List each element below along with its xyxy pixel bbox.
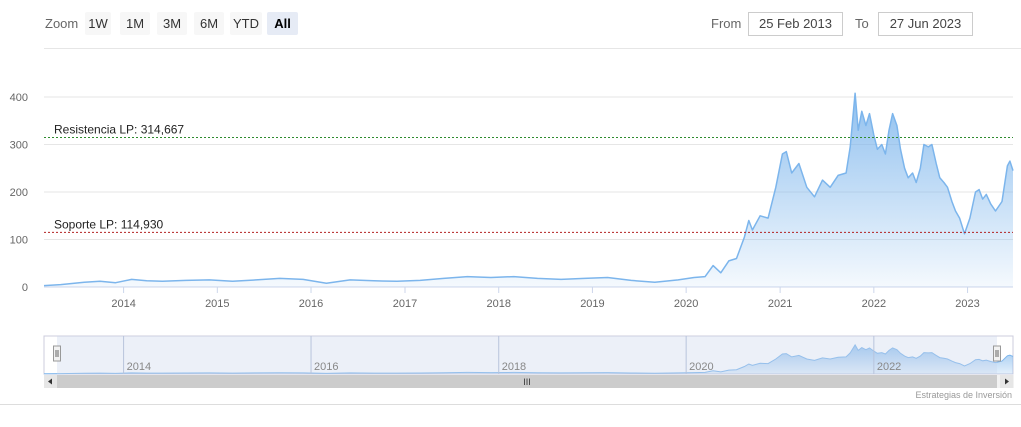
zoom-6m-button[interactable]: 6M bbox=[194, 12, 224, 35]
navigator-right-handle[interactable] bbox=[993, 345, 1001, 362]
x-tick-label: 2020 bbox=[674, 298, 698, 310]
zoom-ytd-button[interactable]: YTD bbox=[230, 12, 262, 35]
scrollbar-grip: III bbox=[523, 377, 531, 387]
scrollbar-thumb[interactable] bbox=[57, 375, 997, 388]
navigator-tick-label: 2022 bbox=[877, 361, 901, 373]
toolbar-separator bbox=[44, 48, 1021, 49]
navigator-left-handle[interactable] bbox=[53, 345, 61, 362]
y-tick-label: 400 bbox=[10, 92, 28, 104]
range-selector-toolbar: Zoom 1W 1M 3M 6M YTD All From 25 Feb 201… bbox=[0, 0, 1021, 48]
x-tick-label: 2022 bbox=[862, 298, 886, 310]
y-tick-label: 200 bbox=[10, 187, 28, 199]
credits-text[interactable]: Estrategias de Inversión bbox=[915, 390, 1012, 400]
zoom-all-button[interactable]: All bbox=[267, 12, 298, 35]
x-tick-label: 2019 bbox=[580, 298, 604, 310]
x-tick-label: 2015 bbox=[205, 298, 229, 310]
navigator-mask bbox=[57, 336, 997, 374]
support-label: Soporte LP: 114,930 bbox=[54, 217, 164, 231]
x-tick-label: 2021 bbox=[768, 298, 792, 310]
series-area bbox=[44, 93, 1013, 287]
y-tick-label: 0 bbox=[22, 282, 28, 294]
y-tick-label: 100 bbox=[10, 235, 28, 247]
zoom-3m-button[interactable]: 3M bbox=[157, 12, 187, 35]
bottom-divider bbox=[0, 404, 1021, 405]
navigator-tick-label: 2018 bbox=[502, 361, 526, 373]
resistance-label: Resistencia LP: 314,667 bbox=[54, 123, 184, 137]
from-label: From bbox=[711, 16, 742, 31]
zoom-1m-button[interactable]: 1M bbox=[120, 12, 150, 35]
x-tick-label: 2016 bbox=[299, 298, 323, 310]
zoom-1w-button[interactable]: 1W bbox=[85, 12, 111, 35]
navigator-tick-label: 2014 bbox=[127, 361, 151, 373]
navigator-tick-label: 2020 bbox=[689, 361, 713, 373]
to-label: To bbox=[855, 16, 869, 31]
arrow-left-icon bbox=[48, 378, 52, 385]
zoom-label: Zoom bbox=[45, 16, 79, 31]
arrow-right-icon bbox=[1005, 378, 1009, 385]
x-tick-label: 2017 bbox=[393, 298, 417, 310]
x-tick-label: 2014 bbox=[111, 298, 135, 310]
x-tick-label: 2023 bbox=[955, 298, 979, 310]
price-chart: 0 100 200 300 400 Resistencia LP: 314,667 Sopo… bbox=[10, 92, 1014, 388]
from-date-input[interactable]: 25 Feb 2013 bbox=[748, 12, 843, 36]
y-tick-label: 300 bbox=[10, 140, 28, 152]
series-line bbox=[43, 92, 1014, 287]
navigator-tick-label: 2016 bbox=[314, 361, 338, 373]
navigator-series-area bbox=[44, 344, 1013, 374]
to-date-input[interactable]: 27 Jun 2023 bbox=[878, 12, 973, 36]
x-tick-label: 2018 bbox=[486, 298, 510, 310]
navigator-series-line bbox=[43, 343, 1014, 375]
